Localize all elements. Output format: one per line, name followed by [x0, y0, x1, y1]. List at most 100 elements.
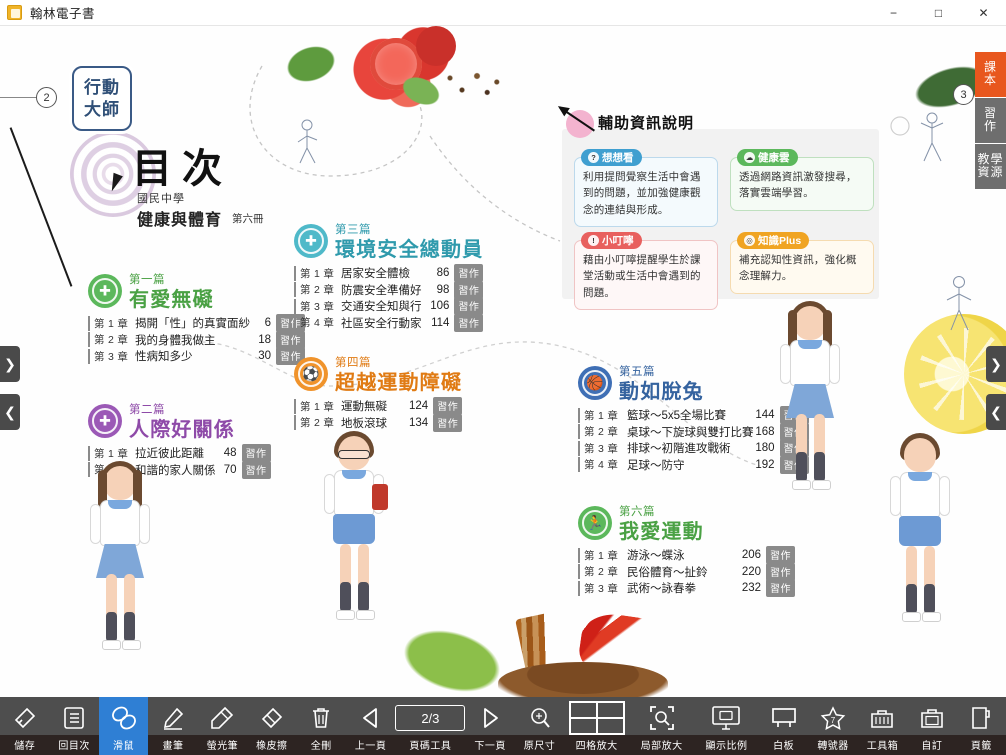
student-character-boy-right [872, 433, 968, 663]
toc-chapter-row[interactable]: 第 2 章 我的身體我做主 18 習作 [88, 330, 305, 349]
toc-section-6[interactable]: 🏃 第六篇 我愛運動 第 1 章 游泳～蝶泳 206 習作 第 2 章 民俗體育… [578, 506, 795, 597]
highlighter-icon [210, 700, 234, 736]
workbook-badge[interactable]: 習作 [766, 546, 795, 564]
toc-chapter-row[interactable]: 第 1 章 游泳～蝶泳 206 習作 [578, 546, 795, 564]
tab-workbook[interactable]: 習 作 [975, 97, 1006, 144]
nav-arrow-left-prev[interactable]: ❮ [0, 394, 20, 430]
workbook-badge[interactable]: 習作 [276, 330, 305, 349]
chapter-number: 第 2 章 [294, 282, 336, 297]
chapter-page: 48 [223, 447, 237, 459]
maximize-button[interactable]: □ [934, 6, 943, 20]
tool-actual-size[interactable]: 原尺寸 [515, 697, 564, 755]
toc-chapter-row[interactable]: 第 3 章 武術～詠春拳 232 習作 [578, 579, 795, 597]
toc-chapter-row[interactable]: 第 1 章 運動無礙 124 習作 [294, 397, 463, 415]
tool-bookmark[interactable]: 頁籤 [957, 697, 1006, 755]
toc-chapter-row[interactable]: 第 2 章 地板滾球 134 習作 [294, 413, 463, 432]
workbook-badge[interactable]: 習作 [454, 313, 484, 332]
workbook-badge[interactable]: 習作 [454, 280, 484, 299]
toc-section-3[interactable]: ✚ 第三篇 環境安全總動員 第 1 章 居家安全體檢 86 習作 第 2 章 防… [294, 224, 484, 332]
tool-page-number[interactable]: 2/3 頁碼工具 [395, 697, 466, 755]
tool-toolbox[interactable]: 工具箱 [858, 697, 907, 755]
tool-quad-zoom[interactable]: 四格放大 [564, 697, 629, 755]
tool-prev-page[interactable]: 上一頁 [346, 697, 395, 755]
right-tab-strip: 課 本 習 作 教學 資源 [975, 52, 1006, 190]
toc-section-1[interactable]: ✚ 第一篇 有愛無礙 第 1 章 揭開「性」的真實面紗 6 習作 第 2 章 我… [88, 274, 305, 365]
tool-region-zoom[interactable]: 局部放大 [629, 697, 694, 755]
toc-chapter-row[interactable]: 第 2 章 防震安全準備好 98 習作 [294, 280, 484, 299]
tool-custom[interactable]: 自訂 [907, 697, 956, 755]
toc-chapter-row[interactable]: 第 2 章 民俗體育～扯鈴 220 習作 [578, 562, 795, 581]
chapter-number: 第 3 章 [578, 580, 622, 596]
tool-display-ratio[interactable]: 顯示比例 [694, 697, 759, 755]
shoe-left [336, 610, 355, 620]
shoe-right [922, 612, 941, 622]
tool-highlighter[interactable]: 螢光筆 [198, 697, 247, 755]
workbook-badge[interactable]: 習作 [241, 444, 271, 462]
tab-textbook[interactable]: 課 本 [975, 52, 1006, 98]
workbook-badge[interactable]: 習作 [433, 397, 463, 415]
toc-chapter-row[interactable]: 第 4 章 社區安全行動家 114 習作 [294, 313, 484, 332]
toc-chapter-row[interactable]: 第 1 章 拉近彼此距離 48 習作 [88, 444, 271, 462]
workbook-badge[interactable]: 習作 [241, 460, 271, 479]
workbook-badge[interactable]: 習作 [276, 347, 305, 365]
toc-chapter-row[interactable]: 第 3 章 性病知多少 30 習作 [88, 347, 305, 365]
toc-chapter-row[interactable]: 第 1 章 揭開「性」的真實面紗 6 習作 [88, 314, 305, 332]
minimize-button[interactable]: − [889, 6, 897, 20]
toc-section-title: 動如脫兔 [619, 380, 704, 403]
close-button[interactable]: ✕ [978, 6, 989, 20]
chapter-page: 124 [409, 400, 429, 412]
tool-save[interactable]: 儲存 [0, 697, 49, 755]
info-card-tag-label: 小叮嚀 [602, 235, 634, 247]
page-title: 目次 [132, 146, 232, 191]
workbook-badge[interactable]: 習作 [276, 314, 305, 332]
shorts [333, 514, 375, 544]
toc-icon [63, 700, 85, 736]
toc-chapter-row[interactable]: 第 1 章 居家安全體檢 86 習作 [294, 264, 484, 282]
quad-zoom-icon [568, 700, 625, 736]
info-card-tag-health-cloud: ☁ 健康雲 [737, 149, 798, 166]
tool-number-picker[interactable]: 7 轉號器 [808, 697, 857, 755]
chapter-page: 114 [431, 316, 450, 329]
arm-right [939, 476, 950, 516]
workbook-badge[interactable]: 習作 [766, 562, 795, 581]
leg-left [340, 544, 351, 588]
tab-teaching-resources[interactable]: 教學 資源 [975, 143, 1006, 190]
chapter-number: 第 1 章 [88, 445, 130, 461]
chapter-page: 106 [430, 300, 450, 312]
tool-pen[interactable]: 畫筆 [148, 697, 197, 755]
toc-section-5[interactable]: 🏀 第五篇 動如脫兔 第 1 章 籃球～5x5全場比賽 144 習作 第 2 章… [578, 366, 809, 474]
tool-label: 滑鼠 [113, 741, 135, 752]
sock-left [340, 582, 351, 612]
page-indicator[interactable]: 2/3 [395, 705, 466, 731]
workbook-badge[interactable]: 習作 [766, 579, 795, 597]
tool-toc[interactable]: 回目次 [49, 697, 98, 755]
tool-mouse[interactable]: 滑鼠 [98, 697, 149, 755]
tool-label: 畫筆 [162, 741, 184, 752]
tool-next-page[interactable]: 下一頁 [465, 697, 514, 755]
workbook-badge[interactable]: 習作 [433, 413, 463, 432]
nav-arrow-right-prev[interactable]: ❮ [986, 394, 1006, 430]
toc-section-2[interactable]: ✚ 第二篇 人際好關係 第 1 章 拉近彼此距離 48 習作 第 2 章 和諧的… [88, 404, 271, 479]
toc-section-4[interactable]: ⚽ 第四篇 超越運動障礙 第 1 章 運動無礙 124 習作 第 2 章 地板滾… [294, 357, 463, 432]
nav-arrow-left-next[interactable]: ❯ [0, 346, 20, 382]
target-icon: ◎ [744, 235, 755, 246]
chapter-number: 第 1 章 [578, 407, 622, 423]
workbook-badge[interactable]: 習作 [454, 264, 484, 282]
chapter-name: 地板滾球 [341, 417, 387, 430]
chapter-number: 第 3 章 [294, 298, 336, 314]
tool-eraser[interactable]: 橡皮擦 [247, 697, 296, 755]
leg-left [906, 546, 917, 590]
tab-label: 習 [983, 105, 997, 120]
tab-label: 資源 [977, 165, 1004, 180]
book-page-canvas[interactable]: 2 3 行動 大師 目次 國民中學 健康與體育 第六冊 輔助資訊說明 ? 想想看… [0, 26, 1006, 697]
tool-clear-all[interactable]: 全刪 [297, 697, 346, 755]
leg-left [106, 574, 117, 618]
workbook-badge[interactable]: 習作 [454, 297, 484, 315]
nav-arrow-right-next[interactable]: ❯ [986, 346, 1006, 382]
toc-chapter-row[interactable]: 第 2 章 桌球～下旋球與雙打比賽 168 習作 [578, 422, 809, 441]
tool-whiteboard[interactable]: 白板 [759, 697, 808, 755]
chapter-number: 第 2 章 [88, 332, 130, 347]
toc-chapter-row[interactable]: 第 3 章 交通安全知與行 106 習作 [294, 297, 484, 315]
shoe-right [812, 480, 831, 490]
chapter-page: 30 [258, 350, 271, 362]
